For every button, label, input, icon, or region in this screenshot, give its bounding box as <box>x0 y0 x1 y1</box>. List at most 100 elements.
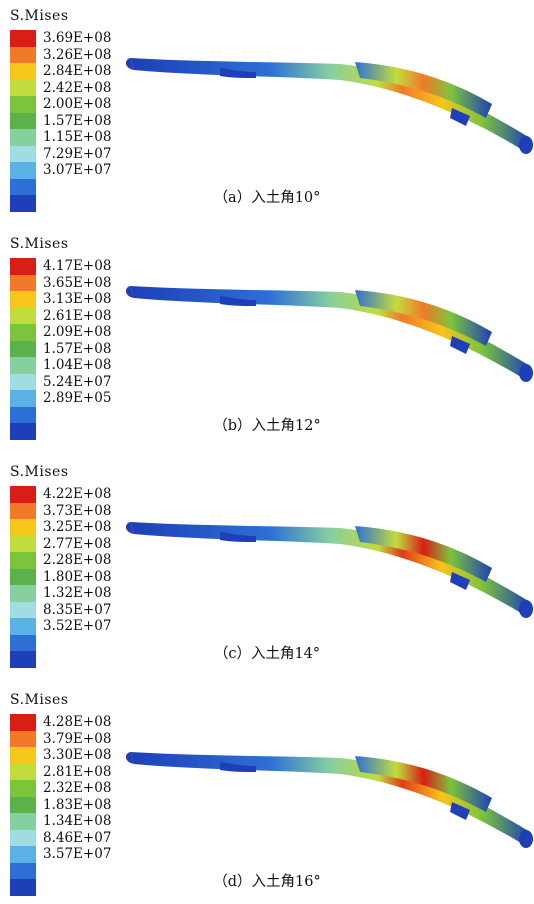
legend-swatch <box>10 46 36 63</box>
legend-values: 4.22E+08 3.73E+08 3.25E+08 2.77E+08 2.28E+08… <box>43 486 111 635</box>
legend-value: 2.81E+08 <box>43 763 112 780</box>
beam-end-right <box>519 136 533 154</box>
mount-block <box>450 802 470 820</box>
color-legend-bar <box>10 258 36 440</box>
legend-swatch <box>10 324 36 341</box>
legend-swatch <box>10 651 36 668</box>
beam-shank <box>130 58 530 152</box>
legend-swatch <box>10 568 36 585</box>
legend-value: 2.00E+08 <box>43 96 112 112</box>
legend-values: 3.69E+08 3.26E+08 2.84E+08 2.42E+08 2.00E+08… <box>43 30 111 179</box>
legend-value: 3.25E+08 <box>43 519 112 535</box>
beam-end-left <box>125 58 134 70</box>
legend-swatch <box>10 423 36 440</box>
shovel-blade <box>355 756 492 812</box>
legend-swatch <box>10 502 36 519</box>
legend-swatch <box>10 763 36 780</box>
legend-value: 2.09E+08 <box>43 324 112 340</box>
legend-value: 2.32E+08 <box>43 780 112 796</box>
beam-end-left <box>125 522 134 534</box>
legend-swatch <box>10 406 36 423</box>
legend-value: 2.28E+08 <box>43 552 112 568</box>
legend-swatch <box>10 129 36 146</box>
legend-swatch <box>10 601 36 618</box>
mount-block <box>220 532 256 542</box>
legend-swatch <box>10 846 36 863</box>
legend-swatch <box>10 112 36 129</box>
shovel-blade <box>355 290 492 346</box>
legend-value: 3.52E+07 <box>43 618 112 634</box>
stress-contour-plot <box>125 522 533 618</box>
legend-swatch <box>10 780 36 797</box>
legend-value: 4.22E+08 <box>43 486 112 502</box>
legend-value: 1.32E+08 <box>43 585 112 601</box>
legend-swatch <box>10 274 36 291</box>
mount-block <box>220 296 256 306</box>
legend-swatch <box>10 535 36 552</box>
legend-value: 1.57E+08 <box>43 112 112 129</box>
legend-value: 3.30E+08 <box>43 747 112 763</box>
beam-end-left <box>125 286 134 298</box>
legend-swatch <box>10 519 36 536</box>
legend-value: 4.17E+08 <box>43 258 112 274</box>
legend-swatch <box>10 162 36 179</box>
legend-value: 2.89E+05 <box>43 390 112 406</box>
beam-shank <box>130 286 530 380</box>
legend-value: 1.83E+08 <box>43 796 112 813</box>
beam-shank <box>130 522 530 616</box>
legend-swatch <box>10 357 36 374</box>
legend-values: 4.17E+08 3.65E+08 3.13E+08 2.61E+08 2.09E+08… <box>43 258 111 407</box>
panel-caption: （b）入土角12° <box>213 418 321 434</box>
legend-swatch <box>10 195 36 212</box>
legend-value: 2.61E+08 <box>43 307 112 324</box>
legend-title: S.Mises <box>10 8 69 24</box>
legend-swatch <box>10 145 36 162</box>
legend-values: 4.28E+08 3.79E+08 3.30E+08 2.81E+08 2.32E+08… <box>43 714 111 863</box>
beam-end-right <box>519 364 533 382</box>
legend-swatch <box>10 714 36 731</box>
legend-swatch <box>10 79 36 96</box>
shovel-blade <box>355 62 492 118</box>
legend-value: 3.73E+08 <box>43 502 112 519</box>
legend-value: 7.29E+07 <box>43 145 112 162</box>
legend-value: 3.79E+08 <box>43 730 112 747</box>
legend-title: S.Mises <box>10 692 69 708</box>
legend-value: 2.84E+08 <box>43 63 112 79</box>
legend-value: 1.15E+08 <box>43 129 112 145</box>
legend-value: 2.77E+08 <box>43 535 112 552</box>
panel-caption: （a）入土角10° <box>213 190 321 206</box>
legend-value: 2.42E+08 <box>43 79 112 96</box>
legend-swatch <box>10 178 36 195</box>
shovel-blade <box>355 526 492 582</box>
legend-swatch <box>10 390 36 407</box>
legend-title: S.Mises <box>10 464 69 480</box>
legend-value: 4.28E+08 <box>43 714 112 730</box>
beam-end-right <box>519 600 533 618</box>
mount-block <box>450 336 470 354</box>
legend-value: 1.04E+08 <box>43 357 112 373</box>
legend-value: 1.34E+08 <box>43 813 112 829</box>
color-legend-bar <box>10 30 36 212</box>
legend-swatch <box>10 291 36 308</box>
beam-shank <box>130 752 530 846</box>
legend-value: 3.07E+07 <box>43 162 112 178</box>
legend-swatch <box>10 63 36 80</box>
mount-block <box>450 108 470 126</box>
legend-value: 3.65E+08 <box>43 274 112 291</box>
beam-end-left <box>125 752 134 764</box>
legend-swatch <box>10 552 36 569</box>
color-legend-bar <box>10 714 36 896</box>
legend-swatch <box>10 634 36 651</box>
legend-swatch <box>10 258 36 275</box>
mount-block <box>220 762 256 772</box>
mount-block <box>220 68 256 78</box>
legend-swatch <box>10 585 36 602</box>
legend-swatch <box>10 373 36 390</box>
panel-caption: （d）入土角16° <box>213 874 321 890</box>
color-legend-bar <box>10 486 36 668</box>
figure-panel: S.Mises 4.28E+08 3.79E+08 3.30E+08 2.81E+08 2… <box>0 684 534 904</box>
legend-value: 3.26E+08 <box>43 46 112 63</box>
legend-value: 3.13E+08 <box>43 291 112 307</box>
mount-block <box>450 572 470 590</box>
figure-panel: S.Mises 3.69E+08 3.26E+08 2.84E+08 2.42E+08 2… <box>0 0 534 220</box>
